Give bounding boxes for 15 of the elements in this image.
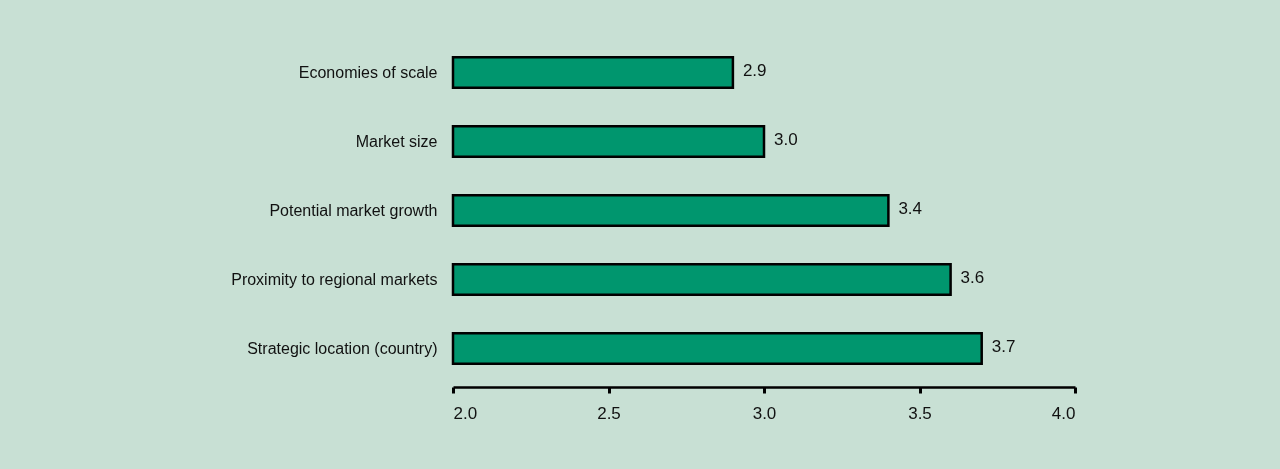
data-label: 3.0 <box>774 129 798 149</box>
x-tick-label: 4.0 <box>1051 403 1076 423</box>
x-tick-label: 3.5 <box>908 403 932 423</box>
x-tick-label: 3.0 <box>752 403 777 423</box>
data-label: 3.6 <box>960 267 985 287</box>
y-tick-label: Strategic location (country) <box>247 339 438 357</box>
data-label: 2.9 <box>742 60 767 80</box>
y-tick-label: Economies of scale <box>298 63 438 81</box>
x-tick-label: 2.0 <box>453 403 478 423</box>
y-tick-label: Market size <box>355 132 438 150</box>
x-tick-label: 2.5 <box>597 403 621 423</box>
y-tick-label: Potential market growth <box>269 201 438 219</box>
data-label: 3.7 <box>991 336 1016 356</box>
data-label: 3.4 <box>898 198 923 218</box>
y-tick-label: Proximity to regional markets <box>231 270 438 288</box>
